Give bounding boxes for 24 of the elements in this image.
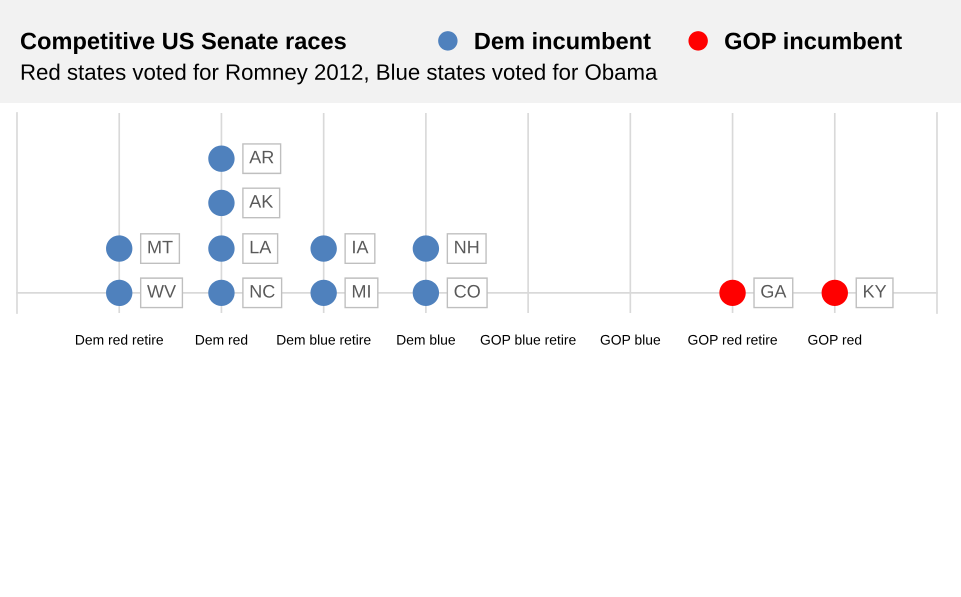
annotation: WV (147, 285, 176, 298)
annotation: IA (353, 240, 368, 254)
annotation: MI (352, 285, 370, 298)
annotation: KY (864, 285, 886, 298)
annotation: AK (249, 195, 274, 208)
legend-label: GOP incumbent (725, 32, 902, 50)
annotation: NC (250, 284, 275, 298)
x-tick-label: Dem blue (397, 334, 455, 345)
chart-subtitle: Red states voted for Romney 2012, Blue states voted for Obama (22, 64, 658, 84)
chart-title: Competitive US Senate races (20, 32, 346, 54)
legend-label: Dem incumbent (475, 32, 651, 50)
annotation: LA (250, 240, 272, 254)
x-tick-label: GOP red retire (688, 334, 777, 345)
x-tick-label: Dem red retire (76, 334, 163, 345)
x-tick-label: GOP red (808, 334, 862, 345)
x-tick-label: Dem blue retire (277, 334, 371, 345)
x-tick-label: Dem red (196, 334, 248, 345)
annotation: CO (454, 284, 480, 298)
annotation: GA (761, 284, 786, 298)
annotation: AR (249, 150, 274, 164)
annotation: MT (148, 240, 173, 254)
annotation: NH (455, 240, 478, 254)
x-tick-label: GOP blue retire (480, 334, 576, 345)
x-tick-label: GOP blue (600, 334, 660, 345)
